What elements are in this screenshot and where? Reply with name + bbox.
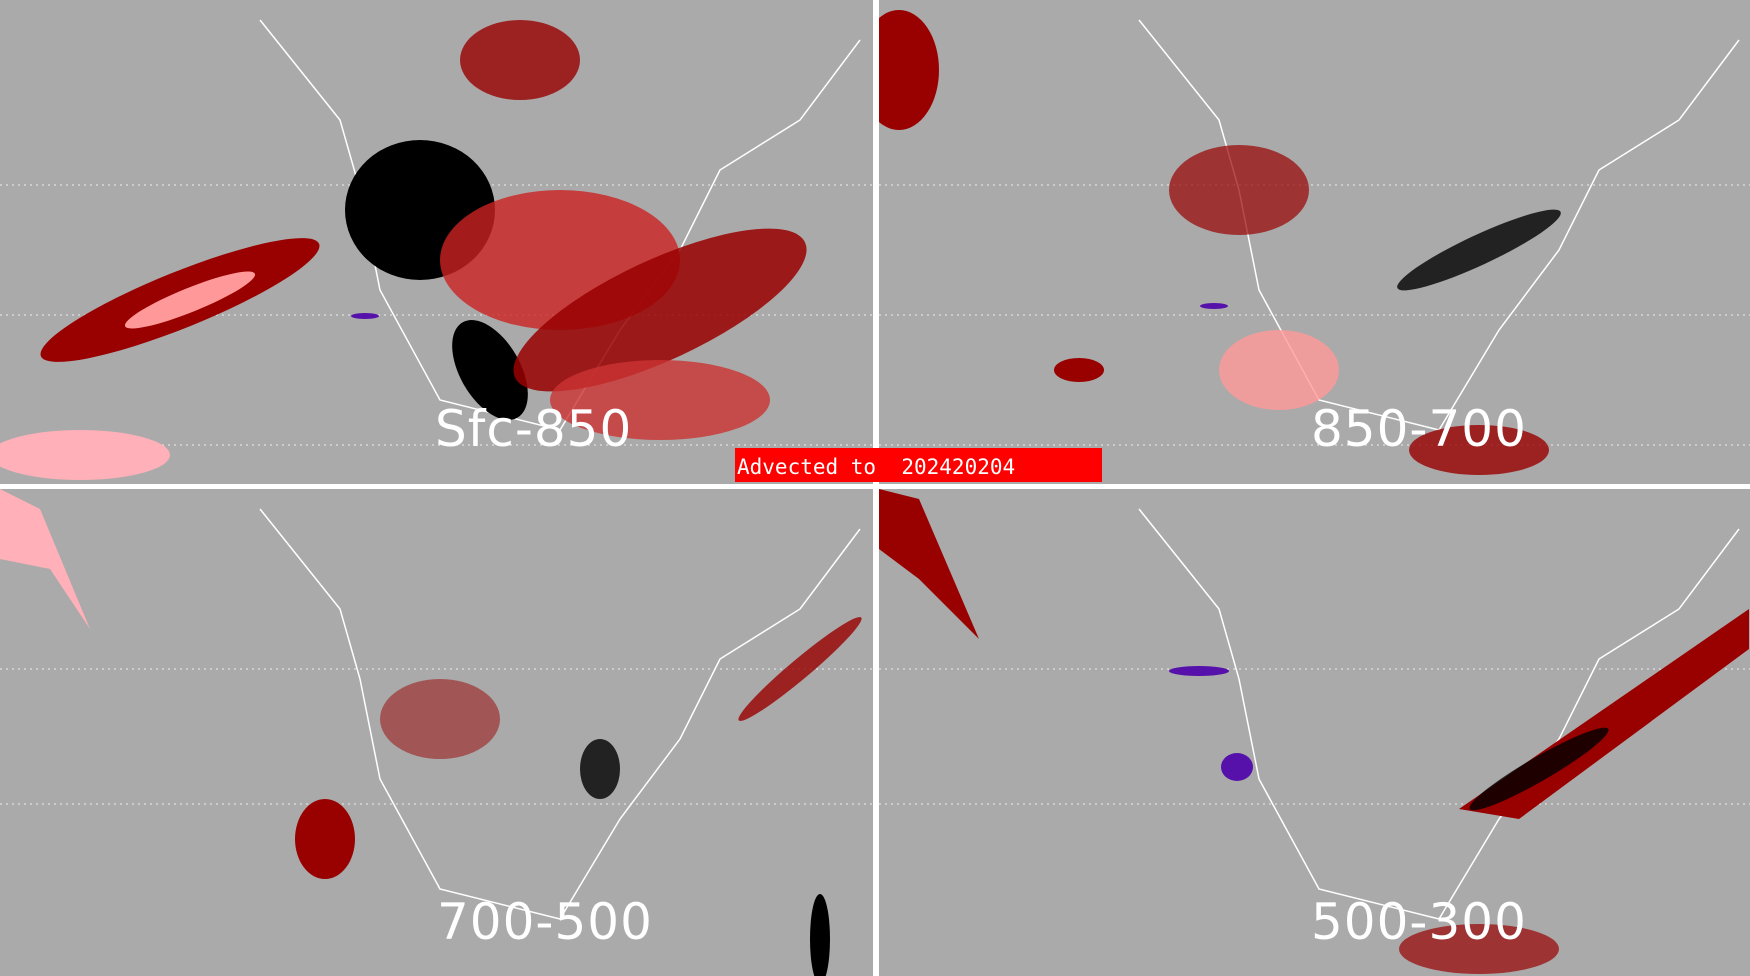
panel-700-500: 700-500 xyxy=(0,489,873,976)
layer-label: 500-300 xyxy=(1311,893,1527,951)
panel-sfc-850: Sfc-850 xyxy=(0,0,873,484)
layer-label: 850-700 xyxy=(1311,400,1527,458)
layer-label: Sfc-850 xyxy=(435,400,633,458)
map-700-500 xyxy=(0,489,873,976)
panel-500-300: 500-300 xyxy=(879,489,1750,976)
layer-label: 700-500 xyxy=(437,893,653,951)
map-500-300 xyxy=(879,489,1750,974)
panel-850-700: 850-700 xyxy=(879,0,1750,484)
map-sfc-850 xyxy=(0,19,873,480)
map-850-700 xyxy=(879,10,1750,475)
advected-date-banner: Advected to 202420204 xyxy=(735,448,1102,482)
